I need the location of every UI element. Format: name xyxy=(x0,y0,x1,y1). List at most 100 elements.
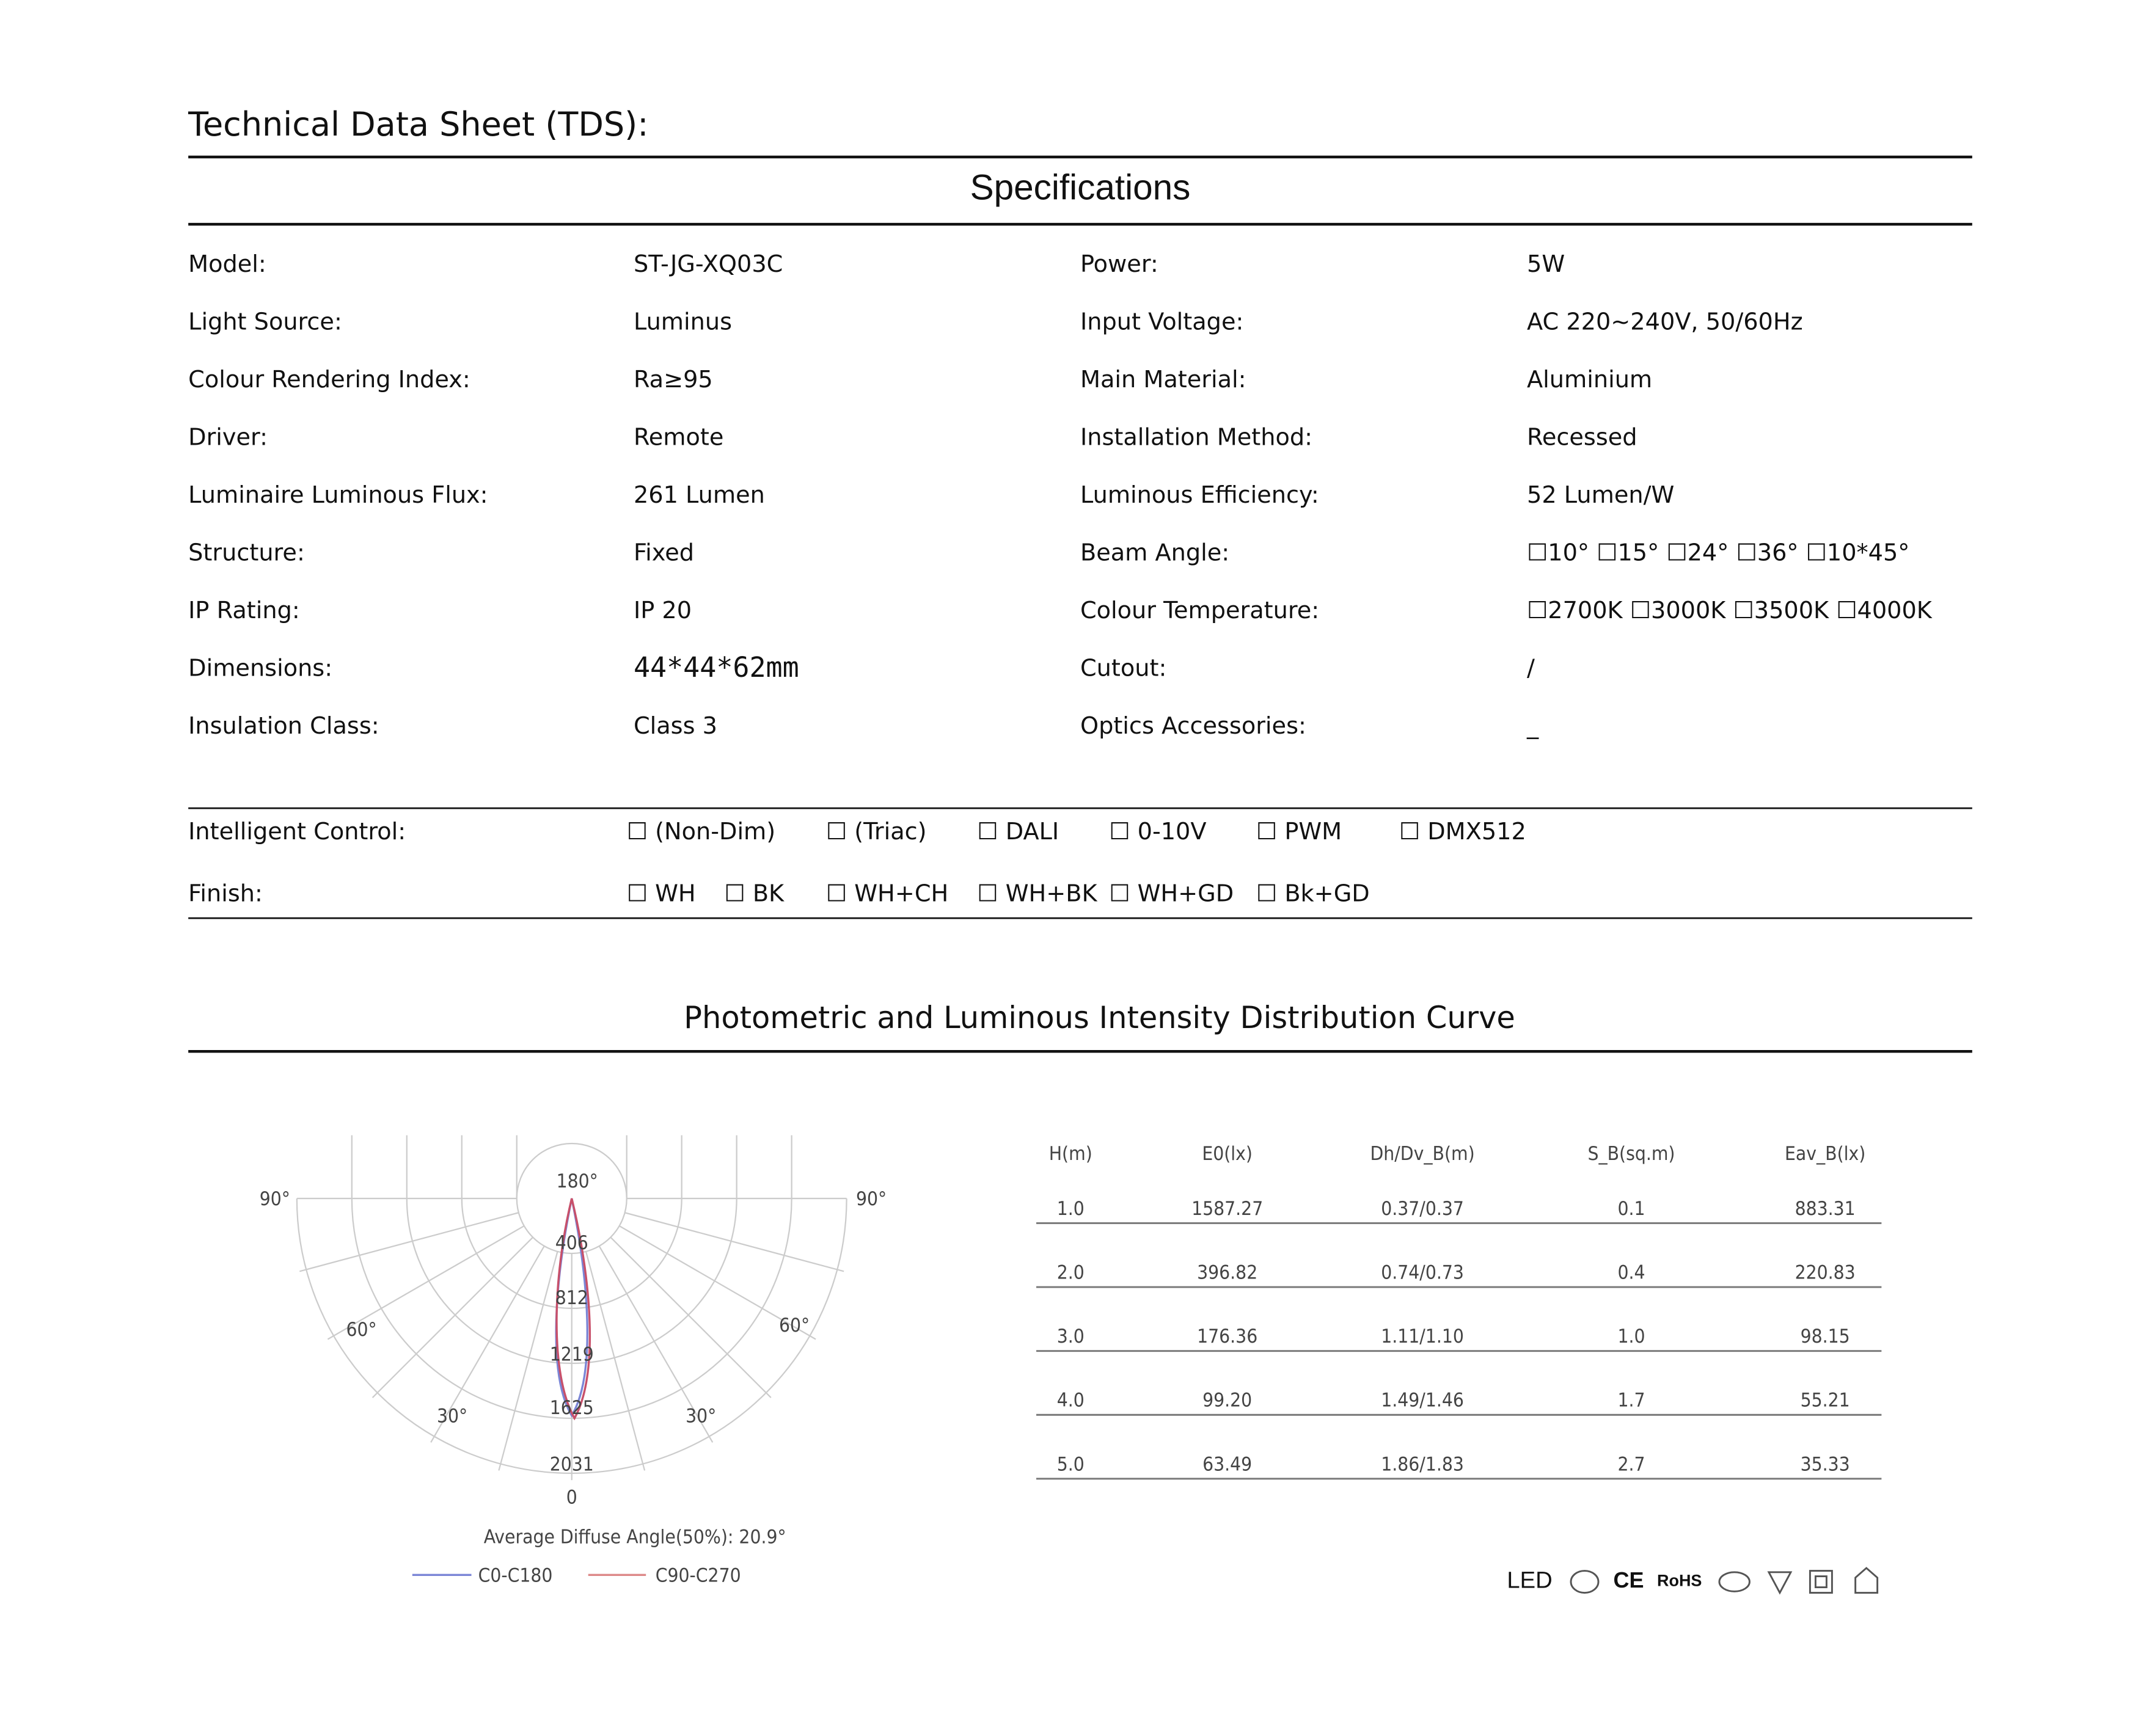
option-item: ☐ WH+GD xyxy=(1109,880,1234,907)
spec-value: 52 Lumen/W xyxy=(1527,482,1674,509)
table-header: Dh/Dv_B(m) xyxy=(1370,1143,1474,1165)
table-cell: 3.0 xyxy=(1057,1326,1085,1348)
table-cell: 0.1 xyxy=(1617,1198,1645,1220)
bottom-label: 0 xyxy=(566,1486,577,1508)
cert-icons xyxy=(1570,1567,1879,1595)
angle-label: 90° xyxy=(856,1188,887,1210)
section-title: Specifications xyxy=(970,167,1191,207)
polar-spoke xyxy=(498,1251,558,1471)
note: Average Diffuse Angle(50%): 20.9° xyxy=(484,1526,786,1548)
polar-spoke xyxy=(610,1236,772,1398)
option-label: Intelligent Control: xyxy=(188,819,406,845)
spec-label: Insulation Class: xyxy=(188,713,379,740)
cert-label: CE xyxy=(1614,1567,1644,1592)
legend-label: C0-C180 xyxy=(478,1565,553,1587)
spec-value: Recessed xyxy=(1527,425,1637,451)
spec-value: Aluminium xyxy=(1527,367,1652,393)
polar-spoke xyxy=(619,1225,816,1340)
section-title: Photometric and Luminous Intensity Distr… xyxy=(684,1000,1515,1035)
spec-label: Beam Angle: xyxy=(1080,540,1229,567)
spec-label: Structure: xyxy=(188,540,305,567)
title: Technical Data Sheet (TDS): xyxy=(188,105,648,144)
polar-spoke xyxy=(598,1245,714,1443)
angle-label: 90° xyxy=(260,1188,290,1210)
ring-label: 2031 xyxy=(550,1453,594,1475)
table-header: H(m) xyxy=(1049,1143,1092,1165)
table-cell: 1.7 xyxy=(1617,1390,1645,1412)
spec-value: ST-JG-XQ03C xyxy=(634,251,783,278)
rules xyxy=(188,155,1972,1053)
polar-spoke xyxy=(624,1212,844,1272)
spec-value: AC 220~240V, 50/60Hz xyxy=(1527,309,1803,336)
spec-label: Power: xyxy=(1080,251,1158,278)
table-cell: 2.7 xyxy=(1617,1453,1645,1475)
spec-label: Main Material: xyxy=(1080,367,1246,393)
table-cell: 1587.27 xyxy=(1191,1198,1263,1220)
spec-value: ☐10° ☐15° ☐24° ☐36° ☐10*45° xyxy=(1527,540,1909,567)
polar-spoke xyxy=(327,1225,525,1340)
ring-label: 1219 xyxy=(550,1343,594,1365)
polar-ring xyxy=(516,1142,627,1198)
table-cell: 0.37/0.37 xyxy=(1381,1198,1464,1220)
ring-label: 406 xyxy=(555,1232,588,1254)
spec-value: Ra≥95 xyxy=(634,367,713,393)
option-item: ☐ WH+CH xyxy=(826,880,948,907)
table-cell: 98.15 xyxy=(1801,1326,1850,1348)
spec-value: 44*44*62mm xyxy=(634,651,799,684)
spec-value: IP 20 xyxy=(634,597,692,624)
option-item: ☐ DMX512 xyxy=(1399,819,1526,845)
polar-spoke xyxy=(299,1212,519,1272)
class-icon xyxy=(1809,1570,1833,1594)
polar-grid xyxy=(296,1135,847,1481)
spec-label: Installation Method: xyxy=(1080,425,1312,451)
table-cell: 4.0 xyxy=(1057,1390,1085,1412)
spec-value: Luminus xyxy=(634,309,732,336)
angle-label: 60° xyxy=(346,1319,376,1341)
table-cell: 63.49 xyxy=(1202,1453,1252,1475)
ccc-icon xyxy=(1570,1570,1600,1594)
angle-label: 30° xyxy=(686,1406,716,1428)
angle-label: 60° xyxy=(779,1315,810,1337)
spec-label: Luminaire Luminous Flux: xyxy=(188,482,488,509)
v-icon xyxy=(1767,1571,1793,1595)
option-item: ☐ PWM xyxy=(1256,819,1342,845)
option-item: ☐ 0-10V xyxy=(1109,819,1206,845)
table-header: Eav_B(lx) xyxy=(1785,1143,1865,1165)
option-label: Finish: xyxy=(188,880,263,907)
cert-label: LED xyxy=(1507,1567,1552,1594)
table-header: E0(lx) xyxy=(1202,1143,1253,1165)
spec-value: _ xyxy=(1526,713,1539,740)
spec-label: Optics Accessories: xyxy=(1080,713,1306,740)
cqc-icon xyxy=(1718,1571,1751,1592)
spec-label: Driver: xyxy=(188,425,268,451)
spec-label: Dimensions: xyxy=(188,655,332,682)
spec-value: Remote xyxy=(634,425,723,451)
spec-value: ☐2700K ☐3000K ☐3500K ☐4000K xyxy=(1527,597,1933,624)
table-cell: 176.36 xyxy=(1197,1326,1257,1348)
option-item: ☐ WH+BK xyxy=(977,880,1097,907)
table-cell: 2.0 xyxy=(1057,1262,1085,1284)
option-item: ☐ (Non-Dim) xyxy=(627,819,776,845)
spec-value: / xyxy=(1527,655,1535,682)
table-cell: 1.0 xyxy=(1617,1326,1645,1348)
table-cell: 0.74/0.73 xyxy=(1381,1262,1464,1284)
table-cell: 5.0 xyxy=(1057,1453,1085,1475)
spec-label: Colour Rendering Index: xyxy=(188,367,470,393)
spec-label: Light Source: xyxy=(188,309,342,336)
table-cell: 396.82 xyxy=(1197,1262,1257,1284)
legend-label: C90-C270 xyxy=(656,1565,741,1587)
angle-label: 30° xyxy=(437,1406,467,1428)
spec-label: IP Rating: xyxy=(188,597,300,624)
curve-c90 xyxy=(555,1198,591,1421)
ring-label: 1625 xyxy=(550,1397,594,1419)
spec-value: Fixed xyxy=(634,540,694,567)
table-cell: 35.33 xyxy=(1801,1453,1850,1475)
house-icon xyxy=(1854,1567,1879,1594)
spec-label: Model: xyxy=(188,251,266,278)
option-item: ☐ (Triac) xyxy=(826,819,927,845)
polar-spoke xyxy=(430,1245,545,1443)
option-item: ☐ Bk+GD xyxy=(1256,880,1370,907)
polar-spoke xyxy=(371,1236,533,1398)
